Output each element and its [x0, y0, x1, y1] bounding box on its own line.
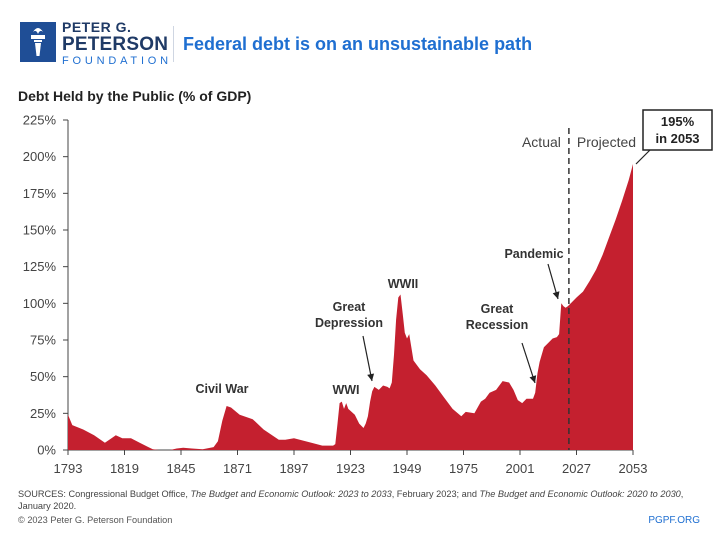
sources-title-2: The Budget and Economic Outlook: 2020 to… — [479, 489, 681, 499]
event-annotation: WWI — [332, 383, 359, 397]
sources-note: SOURCES: Congressional Budget Office, Th… — [18, 488, 708, 512]
x-tick-label: 1845 — [167, 461, 196, 476]
event-annotation-line: Depression — [315, 316, 383, 330]
event-annotation: Great Recession — [466, 302, 529, 332]
logo-line1: PETER G. — [62, 19, 132, 35]
website-link[interactable]: PGPF.ORG — [648, 515, 700, 526]
sources-mid: , February 2023; and — [391, 489, 480, 499]
foundation-logo: PETER G. PETERSON FOUNDATION — [62, 20, 182, 67]
y-axis: 0% 25% 50% 75% 100% 125% 150% 175% 200% 225% — [23, 113, 69, 458]
annotation-arrow — [521, 342, 536, 384]
y-tick-label: 125% — [23, 259, 57, 274]
sources-prefix: SOURCES: Congressional Budget Office, — [18, 489, 191, 499]
page-title: Federal debt is on an unsustainable path — [183, 34, 533, 54]
x-tick-label: 1923 — [336, 461, 365, 476]
event-annotation-line: Recession — [466, 318, 529, 332]
x-tick-label: 2001 — [506, 461, 535, 476]
annotation-arrowhead — [552, 291, 560, 299]
annotation-arrowhead — [367, 373, 375, 381]
event-annotation: WWII — [388, 277, 419, 291]
x-tick-label: 1819 — [110, 461, 139, 476]
x-tick-label: 1975 — [449, 461, 478, 476]
y-tick-label: 50% — [30, 369, 56, 384]
x-axis: 1793 1819 1845 1871 1897 1923 1949 1975 2001 2027… — [54, 449, 648, 476]
callout-year: in 2053 — [655, 131, 699, 146]
callout-box — [642, 109, 713, 151]
header: PETER G. PETERSON FOUNDATION Federal deb… — [20, 18, 710, 68]
y-tick-label: 75% — [30, 333, 56, 348]
x-tick-label: 1871 — [223, 461, 252, 476]
overlay: Actual Projected 195% in 2053 Civil War WWI Gr… — [195, 109, 713, 450]
y-tick-label: 150% — [23, 223, 57, 238]
event-annotation: Civil War — [195, 382, 248, 396]
x-tick-label: 2053 — [619, 461, 648, 476]
actual-label: Actual — [522, 134, 561, 150]
event-annotation-line: WWI — [332, 383, 359, 397]
y-tick-label: 225% — [23, 113, 57, 128]
event-annotation-line: WWII — [388, 277, 419, 291]
torch-logo-icon — [20, 22, 56, 62]
event-annotation-line: Civil War — [195, 382, 248, 396]
area-series — [68, 164, 633, 450]
copyright: © 2023 Peter G. Peterson Foundation — [18, 515, 173, 525]
debt-area — [68, 164, 633, 450]
y-tick-label: 0% — [37, 443, 56, 458]
event-annotation: Pandemic — [504, 247, 563, 261]
sources-title-1: The Budget and Economic Outlook: 2023 to… — [190, 489, 392, 499]
y-tick-label: 200% — [23, 149, 57, 164]
projected-label: Projected — [577, 134, 636, 150]
event-annotation: Great Depression — [315, 300, 383, 330]
chart-title: Debt Held by the Public (% of GDP) — [18, 88, 251, 104]
annotation-arrow — [362, 335, 373, 382]
callout-pointer — [635, 149, 651, 165]
sources-suffix: , January 2020. — [18, 489, 684, 511]
y-tick-label: 100% — [23, 296, 57, 311]
logo-line3: FOUNDATION — [62, 55, 172, 67]
header-divider — [173, 26, 174, 62]
x-tick-label: 1793 — [54, 461, 83, 476]
logo-line2: PETERSON — [62, 34, 169, 55]
x-tick-label: 2027 — [562, 461, 591, 476]
annotation-arrowhead — [529, 375, 537, 383]
y-tick-label: 25% — [30, 406, 56, 421]
y-tick-label: 175% — [23, 186, 57, 201]
x-tick-label: 1897 — [280, 461, 309, 476]
callout-value: 195% — [661, 114, 695, 129]
x-tick-label: 1949 — [393, 461, 422, 476]
event-annotation-line: Pandemic — [504, 247, 563, 261]
event-annotation-line: Great — [333, 300, 366, 314]
event-annotation-line: Great — [481, 302, 514, 316]
